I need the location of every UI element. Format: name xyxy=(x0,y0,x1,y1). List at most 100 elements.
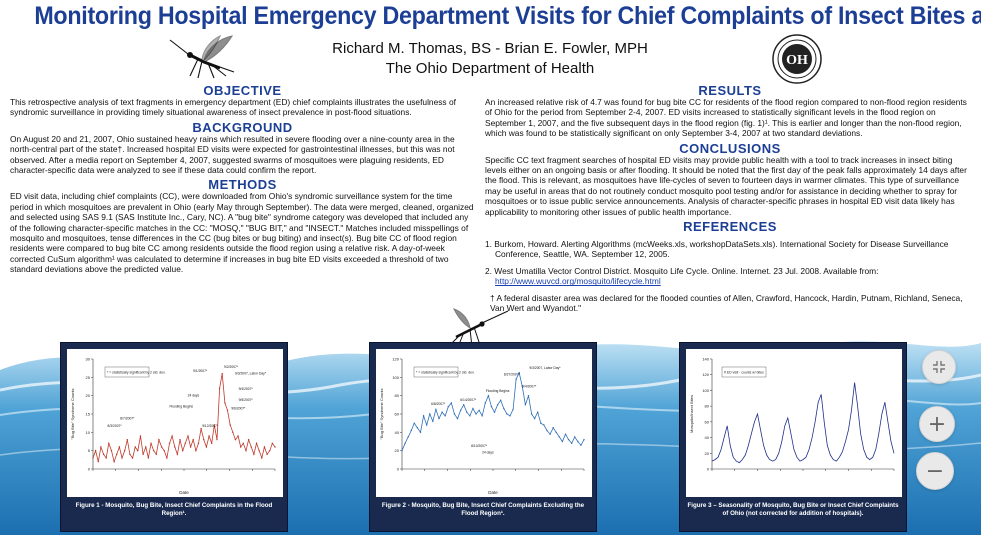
legend-box xyxy=(104,366,150,378)
data-point xyxy=(459,409,462,412)
data-point xyxy=(404,442,406,445)
data-point xyxy=(92,457,94,459)
y-axis-label: Mosquito/Insect Bites xyxy=(689,395,694,433)
zoom-in-button[interactable]: + xyxy=(919,406,955,442)
data-point xyxy=(118,446,121,448)
annotation-label: 9/5/2007* xyxy=(239,398,254,402)
data-point xyxy=(549,433,551,435)
legend-text: # ED visit - counts w/ bites xyxy=(724,371,764,375)
figure-3-caption: Figure 3 – Seasonality of Mosquito, Bug … xyxy=(687,502,899,517)
data-point xyxy=(503,407,505,410)
data-point xyxy=(475,413,477,415)
data-point xyxy=(419,431,422,434)
data-point xyxy=(192,438,194,441)
zoom-out-button[interactable]: − xyxy=(916,452,954,490)
data-point xyxy=(425,424,428,426)
data-point xyxy=(226,409,229,412)
data-point xyxy=(166,457,168,459)
data-point xyxy=(472,407,474,410)
data-point xyxy=(509,415,511,417)
data-point xyxy=(145,446,147,448)
data-point xyxy=(242,442,245,445)
data-point xyxy=(253,453,255,456)
data-point xyxy=(113,460,115,463)
data-point xyxy=(155,453,158,456)
data-point xyxy=(176,453,179,456)
figure-3: 0 20 40 60 80 100 120 140 Mosquito/Insect Bites #… xyxy=(679,342,907,532)
data-point xyxy=(580,444,582,446)
data-point xyxy=(258,449,260,452)
data-point xyxy=(555,431,557,434)
reference-2-link[interactable]: http://www.wuvcd.org/mosquito/lifecycle.… xyxy=(495,276,661,287)
data-point xyxy=(261,457,263,459)
data-point xyxy=(221,372,223,375)
data-point xyxy=(469,415,471,417)
data-point xyxy=(123,449,126,452)
data-point xyxy=(552,427,554,429)
data-point xyxy=(558,436,561,438)
y-tick-label: 20 xyxy=(705,451,710,456)
data-point xyxy=(142,453,144,456)
legend-text: * = statistically significant by 2 std. … xyxy=(416,371,475,375)
data-point xyxy=(438,417,440,420)
data-point xyxy=(546,429,548,432)
logo-text: OH xyxy=(786,53,808,68)
data-point xyxy=(561,440,564,443)
data-point xyxy=(466,411,468,413)
data-point xyxy=(500,399,502,401)
data-point xyxy=(490,405,493,408)
data-point xyxy=(574,436,576,438)
data-point xyxy=(453,413,456,415)
data-point xyxy=(131,457,134,459)
series-line xyxy=(401,371,585,451)
data-point xyxy=(108,442,110,445)
annotation-label: 8/7/2007* xyxy=(120,417,135,421)
annotation-label: Flooding Begins xyxy=(169,404,193,408)
data-point xyxy=(435,408,437,411)
data-point xyxy=(189,446,192,448)
data-point xyxy=(583,438,585,441)
data-point xyxy=(179,438,181,441)
annotation-label: 9/3/2007, Labor Day* xyxy=(529,366,561,370)
data-point xyxy=(237,435,239,437)
y-tick-label: 25 xyxy=(86,375,91,380)
zoom-in-icon: + xyxy=(927,411,947,437)
data-point xyxy=(234,438,237,441)
data-point xyxy=(537,411,539,413)
objective-text: This retrospective analysis of text frag… xyxy=(10,97,456,118)
data-point xyxy=(240,446,242,448)
data-point xyxy=(197,442,200,445)
data-point xyxy=(137,449,139,452)
figure-1-chart-area: 0 5 10 15 20 25 30 "Bug Bite" Syndrome Counts Da… xyxy=(67,349,283,497)
conclusions-heading: CONCLUSIONS xyxy=(679,140,781,156)
annotation-label: 6/14/2007* xyxy=(460,398,477,402)
y-tick-label: 0 xyxy=(397,467,400,472)
data-point xyxy=(205,446,208,448)
results-text: An increased relative risk of 4.7 was fo… xyxy=(485,97,967,139)
data-point xyxy=(224,402,226,404)
annotation-label: 6/8/2007* xyxy=(431,402,446,406)
data-point xyxy=(524,404,527,406)
reference-1: 1. Burkom, Howard. Alerting Algorithms (… xyxy=(485,239,949,260)
objective-heading: OBJECTIVE xyxy=(203,83,282,98)
data-point xyxy=(195,449,197,452)
annotation-label: 8/27/2007* xyxy=(504,373,521,377)
series-line xyxy=(92,373,276,464)
y-tick-label: 20 xyxy=(395,448,400,453)
data-point xyxy=(229,424,231,426)
collapse-button[interactable] xyxy=(922,350,956,384)
data-point xyxy=(484,402,486,404)
figure-1-chart: 0 5 10 15 20 25 30 "Bug Bite" Syndrome Counts Da… xyxy=(70,357,276,495)
data-point xyxy=(187,435,189,437)
annotation-label: 24 days xyxy=(188,393,200,397)
annotation-label: 8/3/2007* xyxy=(108,424,123,428)
data-point xyxy=(456,417,459,420)
data-point xyxy=(255,442,258,445)
annotation-label: 9/6/2007* xyxy=(231,407,246,411)
legend-box xyxy=(721,366,767,378)
y-tick-label: 15 xyxy=(86,412,91,417)
data-point xyxy=(134,446,136,448)
data-point xyxy=(208,435,210,437)
data-point xyxy=(521,385,524,388)
results-heading: RESULTS xyxy=(698,83,762,98)
